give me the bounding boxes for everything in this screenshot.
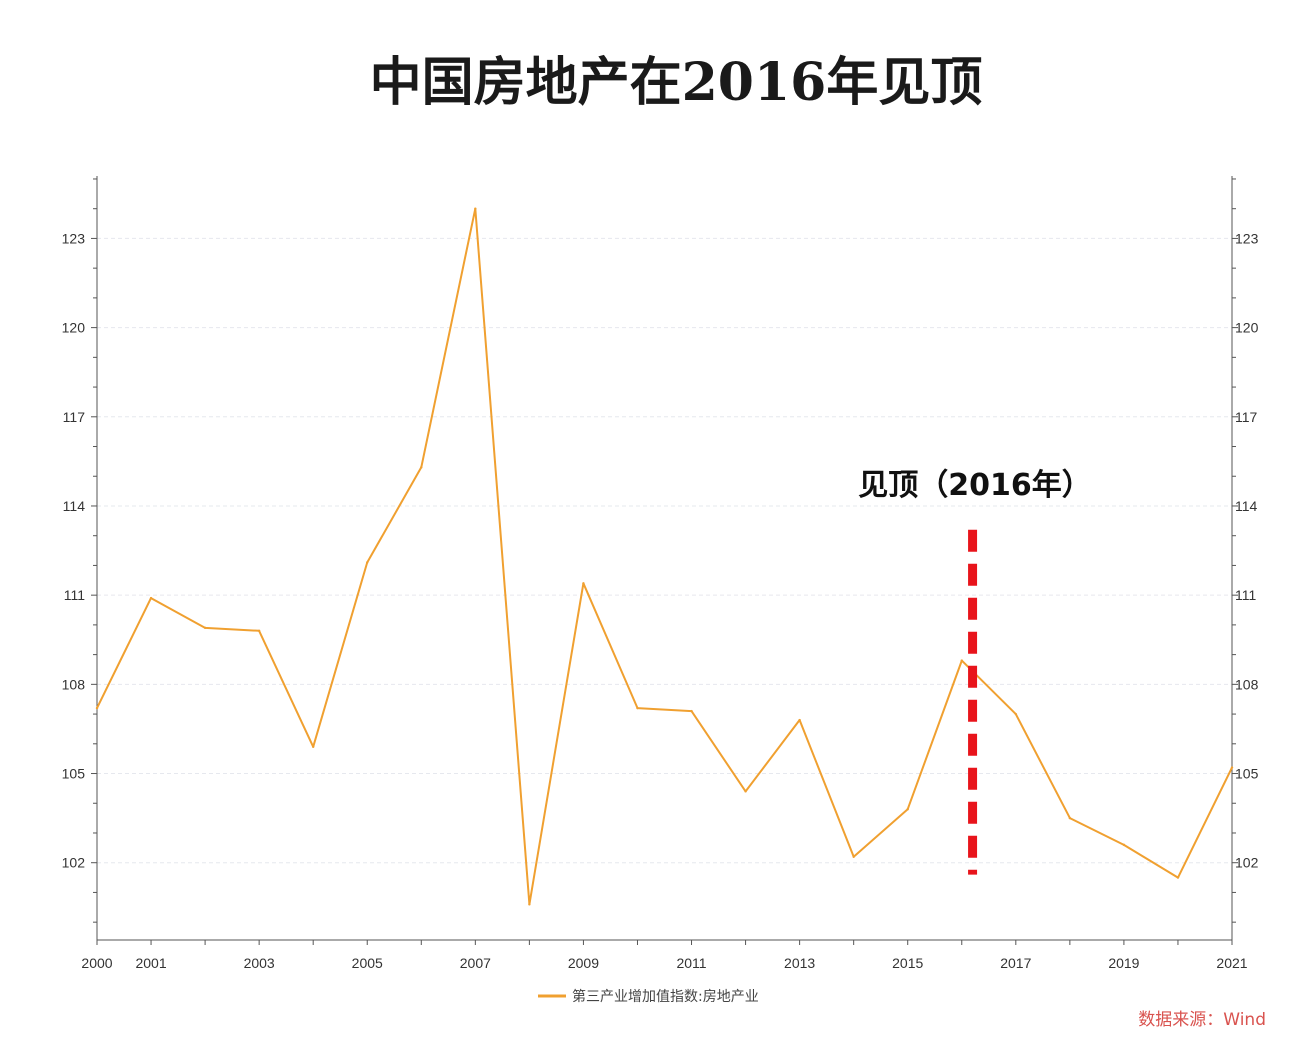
data-point <box>203 626 207 630</box>
x-tick-label: 2000 <box>81 955 112 971</box>
x-tick-label: 2021 <box>1216 955 1247 971</box>
axis-layer: 102 102 105 105 108 108 111 111 114 114 117 117 120 1… <box>62 176 1259 971</box>
y-tick-label-right: 120 <box>1235 320 1259 336</box>
y-tick-label-right: 111 <box>1235 587 1256 603</box>
x-tick-label: 2003 <box>244 955 275 971</box>
data-point <box>1014 712 1018 716</box>
data-point <box>690 709 693 713</box>
data-point <box>798 718 801 722</box>
y-tick-label-left: 120 <box>62 320 86 336</box>
x-tick-label: 2007 <box>460 955 491 971</box>
source-label: 数据来源：Wind <box>1138 1010 1266 1030</box>
annotation-layer: 见顶（2016年） <box>858 468 1092 875</box>
data-point <box>474 207 477 210</box>
legend: 第三产业增加值指数:房地产业 <box>538 988 759 1005</box>
y-tick-label-left: 117 <box>63 409 86 425</box>
data-point <box>582 582 585 585</box>
data-point <box>528 903 531 906</box>
y-tick-label-right: 105 <box>1235 766 1259 782</box>
data-point <box>420 466 423 469</box>
data-point <box>1230 766 1234 769</box>
y-tick-label-left: 123 <box>62 230 86 246</box>
x-tick-label: 2005 <box>352 955 383 971</box>
data-point <box>1176 876 1180 879</box>
series-line <box>96 207 1233 906</box>
chart-title: 中国房地产在2016年见顶 <box>370 52 983 113</box>
data-point <box>636 706 639 710</box>
data-point <box>366 561 369 564</box>
data-point <box>1068 816 1072 820</box>
x-tick-label: 2001 <box>135 955 166 971</box>
x-tick-label: 2017 <box>1000 955 1031 971</box>
y-tick-label-left: 111 <box>64 587 85 603</box>
x-tick-label: 2013 <box>784 955 815 971</box>
y-tick-label-right: 102 <box>1235 855 1259 871</box>
legend-entry: 第三产业增加值指数:房地产业 <box>572 988 759 1005</box>
y-tick-label-right: 117 <box>1235 409 1258 425</box>
y-tick-label-right: 123 <box>1235 230 1259 246</box>
series-layer <box>95 207 1234 906</box>
y-tick-label-left: 105 <box>62 766 86 782</box>
y-tick-label-right: 114 <box>1235 498 1258 514</box>
data-point <box>960 659 963 662</box>
grid-layer <box>97 237 1232 864</box>
x-tick-label: 2009 <box>568 955 599 971</box>
data-point <box>257 629 261 633</box>
y-tick-label-left: 102 <box>62 855 86 871</box>
data-point <box>311 745 315 748</box>
y-tick-label-right: 108 <box>1235 676 1259 692</box>
data-point <box>744 790 747 793</box>
data-point <box>852 855 855 858</box>
data-point <box>149 596 153 600</box>
x-tick-label: 2019 <box>1108 955 1139 971</box>
y-tick-label-left: 114 <box>63 498 86 514</box>
data-point <box>95 706 99 710</box>
x-tick-label: 2011 <box>676 955 706 971</box>
peak-annotation-label: 见顶（2016年） <box>858 468 1092 503</box>
x-tick-label: 2015 <box>892 955 923 971</box>
data-point <box>906 807 909 811</box>
y-tick-label-left: 108 <box>62 676 86 692</box>
data-point <box>1122 843 1126 847</box>
